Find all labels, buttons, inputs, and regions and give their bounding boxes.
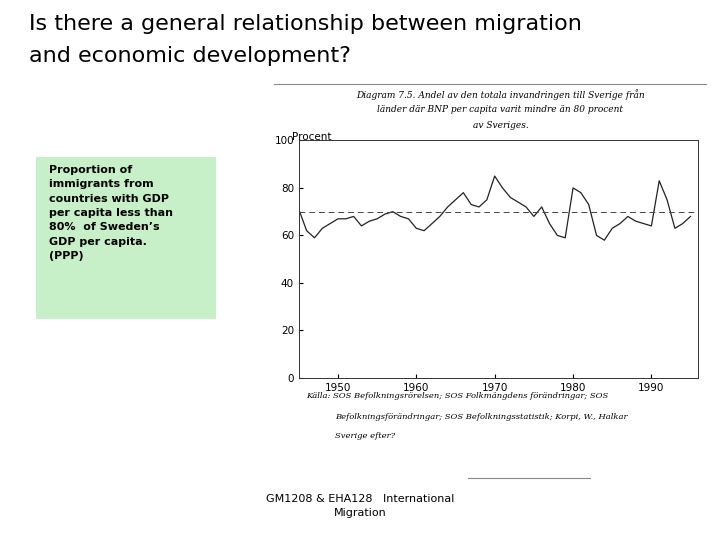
Text: länder där BNP per capita varit mindre än 80 procent: länder där BNP per capita varit mindre ä…	[377, 105, 624, 114]
Text: av Sveriges.: av Sveriges.	[472, 122, 528, 131]
Text: and economic development?: and economic development?	[29, 46, 351, 66]
Text: Källa: SOS Befolkningsrörelsen; SOS Folkmängdens förändringar; SOS: Källa: SOS Befolkningsrörelsen; SOS Folk…	[306, 392, 608, 400]
Text: GM1208 & EHA128   International
Migration: GM1208 & EHA128 International Migration	[266, 494, 454, 518]
Text: Diagram 7.5. Andel av den totala invandringen till Sverige från: Diagram 7.5. Andel av den totala invandr…	[356, 89, 644, 100]
Text: Sverige efter?: Sverige efter?	[335, 432, 395, 440]
Text: Proportion of
immigrants from
countries with GDP
per capita less than
80%  of Sw: Proportion of immigrants from countries …	[49, 165, 173, 261]
Text: Befolkningsförändringar; SOS Befolkningsstatistik; Korpi, W., Halkar: Befolkningsförändringar; SOS Befolknings…	[335, 413, 627, 421]
Text: Procent: Procent	[292, 132, 331, 143]
Text: Is there a general relationship between migration: Is there a general relationship between …	[29, 14, 582, 33]
